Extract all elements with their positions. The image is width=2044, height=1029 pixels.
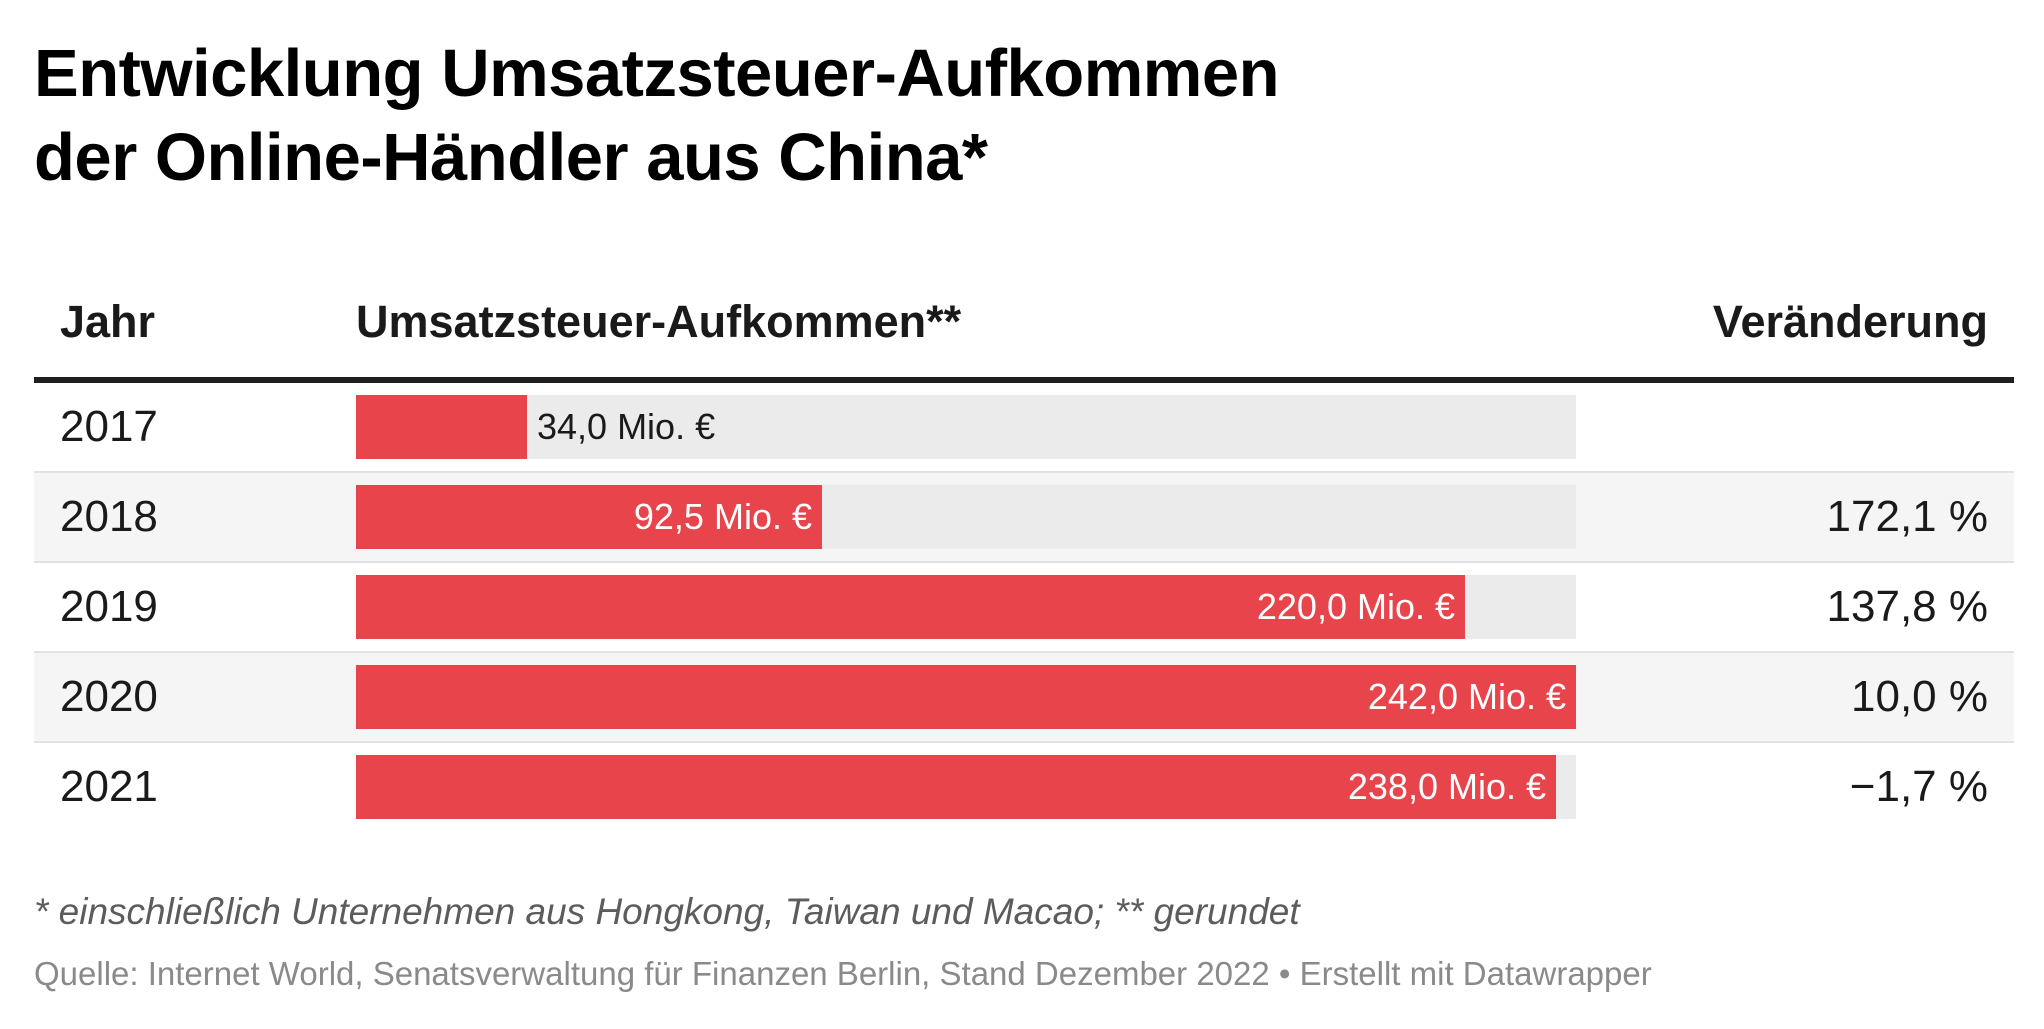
change-cell: 137,8 % — [1826, 582, 1988, 631]
footnote: * einschließlich Unternehmen aus Hongkon… — [34, 891, 1300, 932]
year-cell: 2017 — [60, 402, 158, 451]
table-row: 2020 242,0 Mio. € 10,0 % — [34, 653, 2014, 743]
table-row: 2018 92,5 Mio. € 172,1 % — [34, 473, 2014, 563]
chart-title-line-1: Entwicklung Umsatzsteuer-Aufkommen — [34, 36, 1280, 111]
table-row: 2021 238,0 Mio. € −1,7 % — [34, 743, 2014, 831]
bar-track: 242,0 Mio. € — [356, 665, 1576, 729]
bar-track: 92,5 Mio. € — [356, 485, 1576, 549]
change-cell: 172,1 % — [1826, 492, 1988, 541]
table-header: Jahr Umsatzsteuer-Aufkommen** Veränderun… — [34, 282, 2014, 383]
column-header-change: Veränderung — [1712, 296, 1988, 347]
table-row: 2019 220,0 Mio. € 137,8 % — [34, 563, 2014, 653]
table-row: 2017 34,0 Mio. € — [34, 383, 2014, 473]
change-cell: 10,0 % — [1851, 672, 1988, 721]
chart-title-line-2: der Online-Händler aus China* — [34, 120, 988, 195]
year-cell: 2020 — [60, 672, 158, 721]
bar-track: 34,0 Mio. € — [356, 395, 1576, 459]
year-cell: 2019 — [60, 582, 158, 631]
bar — [356, 755, 1556, 819]
bar-value-label: 220,0 Mio. € — [1256, 586, 1455, 627]
bar-value-label: 34,0 Mio. € — [537, 406, 716, 447]
chart-title: Entwicklung Umsatzsteuer-Aufkommen der O… — [34, 32, 1834, 200]
source-line: Quelle: Internet World, Senatsverwaltung… — [34, 955, 1652, 992]
year-cell: 2021 — [60, 762, 158, 811]
bar — [356, 665, 1576, 729]
bar-value-label: 92,5 Mio. € — [633, 496, 812, 537]
bar — [356, 395, 527, 459]
year-cell: 2018 — [60, 492, 158, 541]
bar — [356, 575, 1465, 639]
change-cell: −1,7 % — [1849, 762, 1988, 811]
bar-value-label: 238,0 Mio. € — [1347, 766, 1546, 807]
bar — [356, 485, 822, 549]
bar-value-label: 242,0 Mio. € — [1367, 676, 1566, 717]
bar-track: 238,0 Mio. € — [356, 755, 1576, 819]
column-header-year: Jahr — [60, 296, 156, 347]
data-table: Jahr Umsatzsteuer-Aufkommen** Veränderun… — [34, 282, 2014, 831]
column-header-revenue: Umsatzsteuer-Aufkommen** — [356, 296, 962, 347]
bar-track: 220,0 Mio. € — [356, 575, 1576, 639]
